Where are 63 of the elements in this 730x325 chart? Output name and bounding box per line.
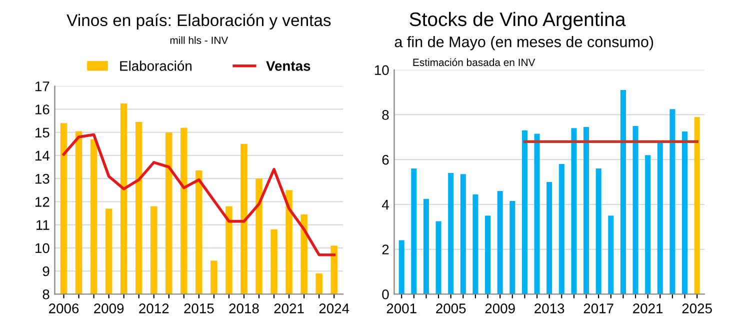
- chart-subtitle: a fin de Mayo (en meses de consumo): [394, 36, 654, 50]
- bar: [620, 90, 626, 294]
- y-tick-label: 13: [36, 174, 50, 184]
- x-tick-label: 2025: [682, 304, 712, 314]
- line-series: [62, 133, 336, 256]
- x-tick-label: 2017: [584, 304, 614, 314]
- bar: [534, 134, 540, 294]
- y-tick-label: 0: [382, 289, 389, 300]
- y-tick-label: 14: [36, 150, 50, 160]
- y-tick-label: 11: [36, 220, 50, 230]
- y-tick-label: 2: [382, 244, 389, 254]
- x-tick-label: 2009: [94, 304, 124, 314]
- bar: [670, 109, 676, 294]
- bar: [632, 126, 638, 294]
- text: Estimación basada en INV: [413, 58, 536, 66]
- bar: [596, 168, 602, 294]
- y-tick-label: 12: [36, 197, 50, 207]
- y-tick-label: 6: [382, 154, 389, 165]
- bar: [694, 116, 700, 294]
- x-tick-label: 2009: [485, 304, 515, 314]
- bar: [448, 173, 454, 294]
- bar: [583, 127, 590, 294]
- bar: [497, 190, 503, 294]
- x-tick-label: 2024: [319, 304, 350, 314]
- x-tick-label: 2012: [139, 304, 169, 314]
- bar: [423, 198, 429, 294]
- bar: [522, 130, 528, 294]
- bar: [510, 201, 516, 294]
- x-tick-label: 2001: [386, 304, 416, 314]
- chart-subtitle: mill hls - INV: [170, 36, 228, 44]
- x-tick-label: 2021: [274, 304, 304, 314]
- y-tick-label: 10: [374, 65, 389, 76]
- y-tick-label: 8: [382, 110, 389, 120]
- bar: [682, 132, 688, 294]
- bar: [436, 221, 442, 294]
- bar: [645, 155, 651, 294]
- bar: [460, 174, 466, 294]
- y-tick-label: 4: [382, 200, 389, 210]
- bar: [546, 182, 552, 294]
- x-tick-label: 2021: [633, 304, 663, 314]
- x-tick-label: 2005: [436, 304, 466, 314]
- bar: [571, 128, 577, 294]
- x-tick-label: 2018: [229, 304, 259, 314]
- legend-label: Elaboración: [120, 60, 192, 71]
- legend-label: Ventas: [266, 61, 310, 71]
- bar: [398, 240, 404, 294]
- bar: [657, 142, 663, 294]
- y-tick-label: 16: [36, 104, 50, 114]
- y-tick-label: 9: [42, 266, 50, 276]
- bar: [558, 164, 564, 294]
- y-tick-label: 10: [36, 243, 50, 254]
- y-tick-label: 17: [36, 82, 50, 92]
- chart-title: Stocks de Vino Argentina: [410, 12, 626, 30]
- chart-title: Vinos en país: Elaboración y ventas: [66, 14, 331, 30]
- y-tick-label: 15: [36, 128, 50, 138]
- x-tick-label: 2006: [49, 304, 79, 314]
- bar: [472, 194, 478, 294]
- x-tick-label: 2015: [184, 304, 214, 314]
- bar: [484, 216, 491, 294]
- bar: [411, 168, 417, 294]
- y-tick-label: 8: [42, 289, 50, 300]
- x-tick-label: 2013: [534, 304, 564, 314]
- bar: [608, 216, 614, 294]
